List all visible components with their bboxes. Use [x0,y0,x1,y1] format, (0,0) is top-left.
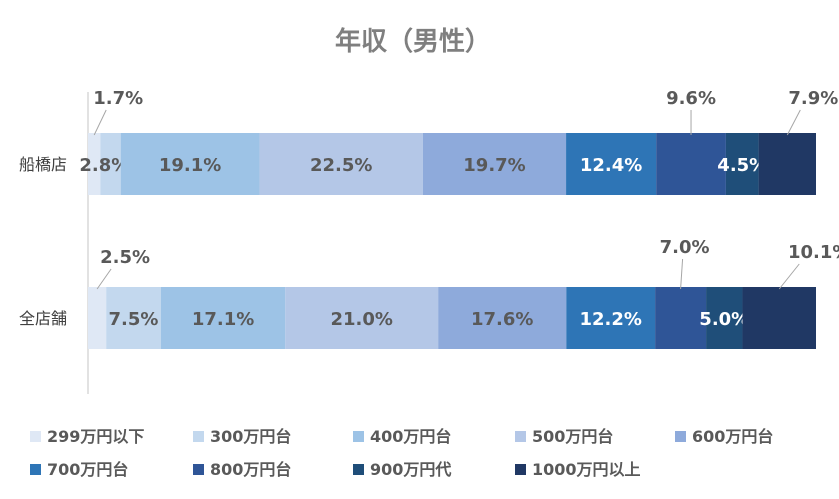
legend-swatch [193,464,204,475]
data-label: 19.1% [159,155,221,176]
legend-swatch [353,431,364,442]
data-label: 19.7% [463,155,525,176]
data-label: 5.0% [699,309,749,330]
leader-line [778,263,800,290]
leader-line [96,268,112,290]
bar-segment [285,287,439,349]
data-label: 2.8% [79,155,129,176]
legend-label: 600万円台 [692,427,773,446]
bar-segment [706,287,743,349]
bar-segment [566,287,656,349]
legend-label: 300万円台 [210,427,291,446]
category-label: 船橋店 [19,155,67,174]
legend-label: 500万円台 [532,427,613,446]
bar-segment [88,287,107,349]
legend-label: 800万円台 [210,460,291,479]
data-label: 9.6% [666,88,716,109]
leader-line [680,258,684,290]
bar-segment [100,133,121,195]
bar-segment [655,287,707,349]
data-label: 21.0% [331,309,393,330]
legend-label: 700万円台 [47,460,128,479]
legend-swatch [515,464,526,475]
data-label: 2.5% [100,247,150,268]
data-label: 12.4% [580,155,642,176]
bar-segment [106,287,161,349]
bar-segment [160,287,286,349]
leader-line [786,109,801,136]
legend-label: 299万円以下 [47,427,144,446]
legend-swatch [30,431,41,442]
data-label: 1.7% [93,88,143,109]
category-label: 全店舗 [19,309,67,328]
chart-title: 年収（男性） [335,26,491,57]
bar-segment [566,133,657,195]
data-label: 17.6% [471,309,533,330]
data-label: 10.1% [788,242,839,263]
legend-label: 900万円代 [370,460,451,479]
legend-label: 400万円台 [370,427,451,446]
data-label: 12.2% [579,309,641,330]
data-label: 17.1% [192,309,254,330]
data-label: 7.0% [660,237,710,258]
data-label: 22.5% [310,155,372,176]
data-label: 4.5% [717,155,767,176]
legend-swatch [675,431,686,442]
bar-segment [656,133,726,195]
bar-segment [259,133,423,195]
legend-swatch [515,431,526,442]
legend-swatch [30,464,41,475]
bar-segment [120,133,260,195]
bar-segment [725,133,759,195]
leader-line [93,109,107,136]
data-label: 7.5% [109,309,159,330]
bar-segment [438,287,567,349]
data-label: 7.9% [788,88,838,109]
bar-segment [758,133,816,195]
bar-segment [742,287,816,349]
bar-segment [422,133,567,195]
legend-swatch [353,464,364,475]
legend-swatch [193,431,204,442]
legend-label: 1000万円以上 [532,460,641,479]
bar-segment [88,133,101,195]
